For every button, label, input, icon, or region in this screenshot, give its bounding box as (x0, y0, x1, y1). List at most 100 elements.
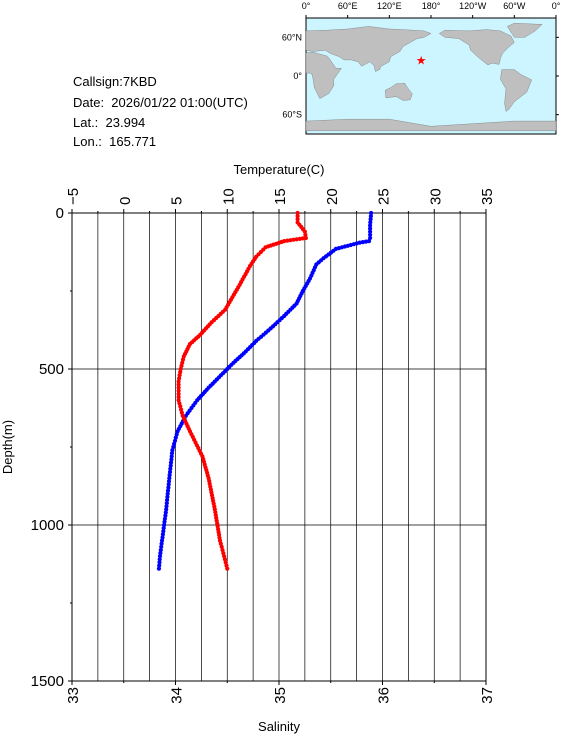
data-point (295, 217, 300, 222)
callsign-text: Callsign:7KBD (73, 74, 157, 89)
data-point (303, 232, 308, 237)
map-lat-label: 60°S (282, 110, 302, 120)
map-lat-label: 60°N (282, 32, 302, 42)
data-point (363, 239, 368, 244)
data-point (169, 451, 175, 456)
data-point (297, 236, 302, 241)
data-point (294, 237, 299, 242)
left-axis-tick-label: 1000 (31, 517, 64, 534)
data-point (170, 448, 175, 453)
map-europe-asia (305, 26, 432, 72)
data-point (169, 454, 174, 459)
top-axis-tick-label: 20 (324, 188, 341, 205)
data-point (291, 237, 296, 242)
data-point (168, 460, 174, 465)
data-point (366, 239, 372, 244)
map-lat-label: 0° (293, 71, 302, 81)
data-point (176, 391, 181, 397)
data-point (165, 488, 171, 493)
top-axis-tick-label: 0 (117, 197, 134, 205)
data-point (302, 229, 307, 234)
top-axis-tick-label: 35 (479, 188, 496, 205)
data-point (169, 457, 174, 462)
map-australia (384, 82, 413, 101)
map-lon-label: 60°W (503, 1, 526, 11)
map-lon-label: 0° (302, 1, 311, 11)
data-point (161, 526, 166, 531)
data-point (369, 210, 374, 216)
data-point (167, 473, 172, 478)
data-point (168, 463, 173, 468)
bottom-axis-tick-label: 35 (272, 687, 289, 704)
data-point (157, 563, 162, 568)
left-axis-tick-label: 500 (39, 361, 64, 378)
data-point (368, 214, 373, 219)
data-point (285, 238, 290, 243)
left-axis-tick-label: 0 (56, 205, 64, 222)
data-point (158, 551, 163, 556)
data-point (176, 388, 181, 393)
data-point (157, 554, 163, 559)
map-lon-label: 0° (552, 1, 561, 11)
data-point (288, 238, 293, 243)
data-point (159, 538, 165, 543)
data-point (161, 529, 166, 534)
map-lon-label: 120°W (459, 1, 487, 11)
map-lon-label: 180° (422, 1, 441, 11)
longitude-text: Lon.: 165.771 (73, 134, 157, 149)
map-south-america (500, 69, 532, 112)
data-point (165, 494, 170, 499)
data-point (368, 229, 373, 234)
data-point (178, 404, 183, 409)
data-point (158, 547, 163, 553)
top-axis-tick-label: 5 (169, 197, 186, 205)
data-point (162, 519, 167, 525)
data-point (156, 566, 162, 571)
data-point (176, 382, 181, 387)
bottom-axis-tick-label: 37 (479, 687, 496, 704)
data-point (173, 435, 178, 440)
data-point (166, 479, 172, 484)
bottom-axis-tick-label: 33 (65, 687, 82, 704)
map-antarctica (305, 119, 557, 131)
top-axis-tick-label: 25 (376, 188, 393, 205)
data-point (162, 522, 167, 528)
data-point (177, 373, 182, 378)
data-point (165, 497, 170, 503)
data-point (295, 214, 300, 219)
data-point (219, 544, 224, 549)
left-axis-tick-label: 1500 (31, 673, 64, 690)
data-point (166, 482, 171, 487)
data-point (176, 385, 181, 390)
data-point (162, 516, 167, 521)
top-axis-label: Temperature(C) (233, 162, 324, 177)
map-lon-label: 120°E (377, 1, 402, 11)
map-north-america (438, 29, 515, 66)
top-axis-tick-label: 15 (272, 188, 289, 205)
latitude-text: Lat.: 23.994 (73, 115, 146, 130)
data-point (368, 232, 373, 237)
data-point (163, 513, 168, 518)
data-point (295, 210, 300, 216)
data-point (164, 507, 169, 512)
data-point (159, 541, 164, 546)
data-point (225, 566, 230, 571)
data-point (160, 535, 165, 540)
series-line-salinity (177, 213, 308, 569)
data-point (157, 557, 162, 562)
data-point (167, 469, 173, 475)
series-line-temperature (157, 212, 373, 569)
data-point (160, 532, 165, 537)
left-axis-label: Depth(m) (0, 420, 15, 474)
data-point (159, 544, 164, 549)
data-point (178, 366, 183, 372)
data-point (165, 491, 170, 496)
data-point (176, 395, 181, 400)
map-africa (305, 51, 342, 99)
data-point (223, 560, 228, 565)
data-point (176, 379, 181, 384)
map-lon-label: 60°E (338, 1, 358, 11)
data-point (167, 476, 172, 481)
top-axis-tick-label: 10 (220, 188, 237, 205)
